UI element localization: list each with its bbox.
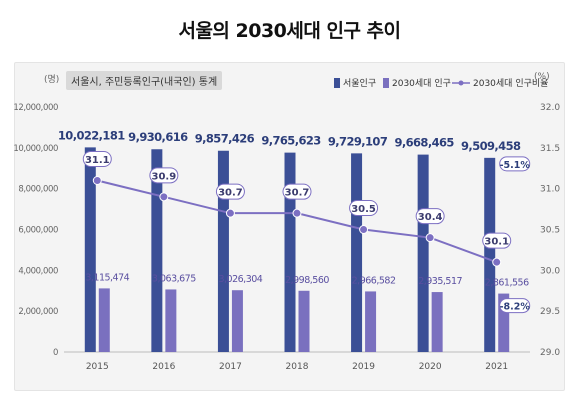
ratio-label-pill — [415, 208, 445, 225]
legend-swatch-ratio — [452, 80, 470, 85]
right-tick-label: 30.0 — [540, 266, 560, 276]
x-tick-label: 2018 — [286, 362, 309, 372]
data-label-seoul: 9,668,465 — [394, 136, 454, 150]
ratio-label-pill — [482, 232, 512, 249]
data-label-seoul: 9,509,458 — [461, 139, 521, 153]
x-tick-label: 2021 — [485, 362, 508, 372]
ratio-point — [425, 233, 435, 243]
bar-youth — [365, 291, 377, 352]
change-annotation-pill — [499, 298, 531, 314]
x-tick-label: 2017 — [219, 362, 242, 372]
x-tick-label: 2020 — [419, 362, 442, 372]
ratio-data-label: 31.1 — [85, 155, 110, 166]
change-annotation-seoul: -5.1% — [500, 160, 531, 171]
bar-youth — [98, 288, 110, 352]
x-tick-label: 2016 — [152, 362, 175, 372]
bar-seoul — [84, 147, 96, 352]
change-annotation-pill — [499, 156, 531, 172]
data-label-seoul: 10,022,181 — [58, 128, 125, 142]
ratio-label-pill — [349, 200, 379, 216]
ratio-data-label: 30.4 — [418, 212, 443, 223]
x-tick-label: 2019 — [352, 362, 375, 372]
page-title: 서울의 2030세대 인구 추이 — [178, 20, 401, 42]
left-tick-label: 0 — [53, 348, 58, 358]
right-tick-label: 30.5 — [540, 226, 560, 236]
ratio-data-label: 30.5 — [351, 204, 376, 215]
data-label-youth: 3,063,675 — [152, 273, 196, 284]
ratio-point — [159, 192, 169, 202]
left-tick-label: 8,000,000 — [18, 185, 58, 195]
bar-youth — [231, 290, 243, 352]
data-label-youth: 3,026,304 — [218, 274, 262, 285]
ratio-point — [292, 208, 302, 218]
legend-item-seoul: 서울인구 — [334, 76, 376, 89]
data-label-seoul: 9,857,426 — [195, 132, 255, 146]
legend-label-ratio: 2030세대 인구비율 — [473, 79, 549, 89]
right-tick-label: 31.0 — [540, 185, 560, 195]
data-label-seoul: 9,729,107 — [328, 134, 388, 148]
legend-label-youth: 2030세대 인구 — [392, 79, 451, 89]
change-annotation-youth: -8.2% — [500, 302, 531, 313]
legend-item-ratio: 2030세대 인구비율 — [452, 76, 548, 89]
left-tick-label: 4,000,000 — [18, 266, 58, 276]
left-tick-label: 10,000,000 — [13, 144, 58, 154]
data-label-seoul: 9,765,623 — [261, 134, 321, 148]
bar-youth — [431, 292, 443, 352]
ratio-label-pill — [215, 183, 245, 200]
legend-label-seoul: 서울인구 — [343, 79, 377, 89]
ratio-label-pill — [82, 151, 112, 167]
right-tick-label: 32.0 — [540, 103, 560, 113]
bar-seoul — [284, 152, 296, 352]
left-tick-label: 2,000,000 — [18, 307, 58, 317]
bar-youth — [298, 290, 310, 352]
ratio-data-label: 30.1 — [484, 237, 509, 248]
ratio-label-pill — [149, 167, 179, 184]
left-tick-label: 6,000,000 — [18, 226, 58, 236]
bar-seoul — [351, 153, 363, 352]
bar-seoul — [417, 154, 429, 352]
data-label-seoul: 9,930,616 — [128, 130, 188, 144]
ratio-data-label: 30.7 — [285, 188, 310, 199]
data-label-youth: 2,966,582 — [352, 275, 396, 286]
right-tick-label: 29.0 — [540, 348, 560, 358]
data-label-youth: 2,861,556 — [485, 278, 529, 289]
ratio-point — [359, 225, 369, 234]
right-tick-label: 29.5 — [540, 307, 560, 317]
bar-seoul — [217, 150, 229, 352]
data-label-youth: 3,115,474 — [85, 272, 129, 283]
left-tick-label: 12,000,000 — [13, 103, 58, 113]
right-axis-unit: (%) — [534, 72, 550, 82]
bar-youth — [165, 289, 177, 352]
bar-seoul — [151, 149, 163, 352]
source-note: 서울시, 주민등록인구(내국인) 통계 — [66, 71, 223, 90]
bar-youth — [498, 293, 510, 352]
legend-swatch-youth — [383, 77, 389, 88]
ratio-data-label: 30.7 — [218, 188, 243, 199]
ratio-data-label: 30.9 — [152, 171, 177, 182]
bar-seoul — [484, 157, 496, 352]
data-label-youth: 2,998,560 — [285, 275, 329, 286]
x-tick-label: 2015 — [86, 362, 109, 372]
data-label-youth: 2,935,517 — [418, 276, 462, 287]
legend-item-youth: 2030세대 인구 — [383, 76, 451, 89]
ratio-point — [225, 208, 235, 218]
left-axis-unit: (명) — [44, 75, 60, 85]
ratio-point — [92, 176, 102, 185]
ratio-point — [492, 257, 502, 267]
right-tick-label: 31.5 — [540, 144, 560, 154]
ratio-label-pill — [282, 183, 312, 200]
legend-swatch-seoul — [334, 77, 340, 88]
